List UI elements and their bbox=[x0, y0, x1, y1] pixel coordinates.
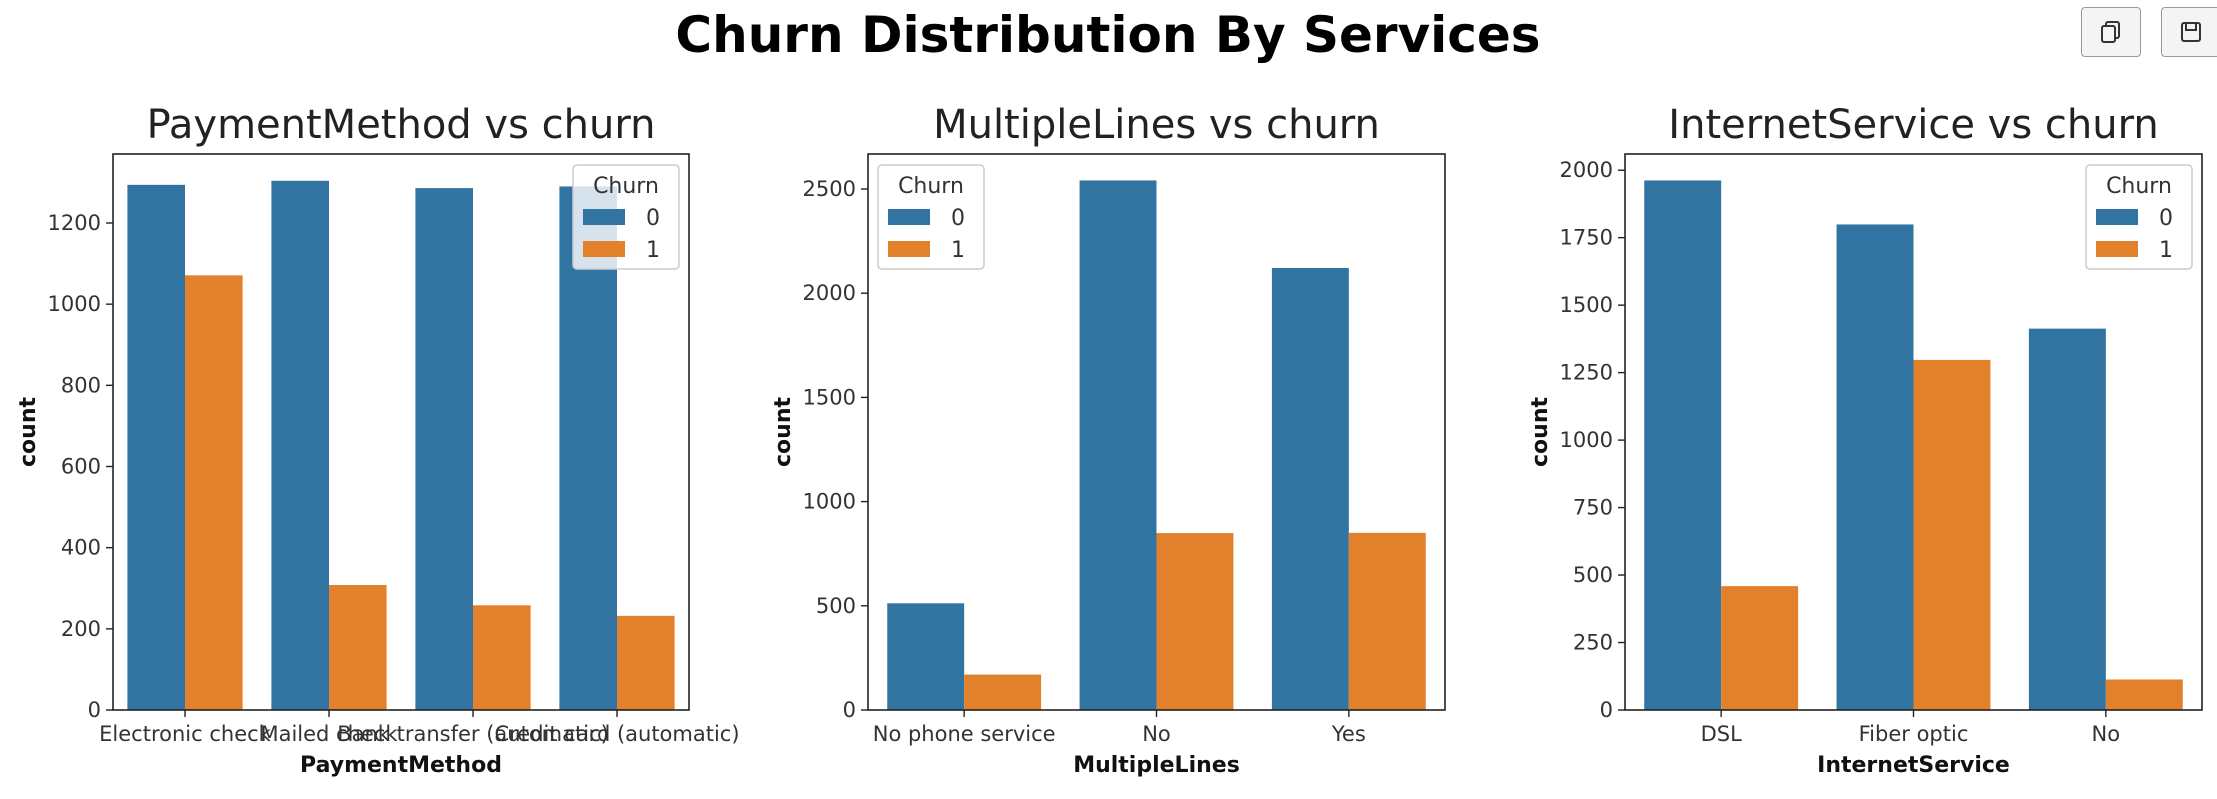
y-tick-label: 1500 bbox=[1560, 293, 1613, 317]
chart-title: MultipleLines vs churn bbox=[933, 102, 1380, 148]
y-tick-label: 2000 bbox=[1560, 158, 1613, 182]
bar-series-0-1 bbox=[887, 603, 965, 710]
y-tick-label: 2000 bbox=[803, 281, 856, 305]
legend-swatch-1 bbox=[888, 241, 930, 257]
axes-frame bbox=[112, 153, 690, 711]
x-axis-label: MultipleLines bbox=[1073, 753, 1240, 778]
bar-series-0-3 bbox=[415, 188, 473, 710]
x-tick-label: Mailed check bbox=[260, 722, 398, 746]
legend-label-1: 1 bbox=[646, 238, 660, 263]
x-tick-label: No phone service bbox=[873, 722, 1056, 746]
bar-series-0-2 bbox=[1079, 180, 1157, 711]
y-tick-label: 1000 bbox=[48, 292, 101, 316]
legend-swatch-0 bbox=[888, 209, 930, 225]
bar-series-0-3 bbox=[1271, 267, 1349, 710]
x-tick-label: Electronic check bbox=[99, 722, 272, 746]
y-tick-label: 600 bbox=[61, 454, 101, 478]
chart-title: PaymentMethod vs churn bbox=[147, 102, 656, 148]
legend-title: Churn bbox=[2106, 174, 2172, 199]
y-tick-label: 800 bbox=[61, 373, 101, 397]
x-tick-label: No bbox=[2092, 722, 2121, 746]
chart-panel-1: PaymentMethod vs churn 0 200 400 600 800 1000 1… bbox=[16, 102, 740, 778]
x-tick-label: Bank transfer (automatic) bbox=[337, 722, 609, 746]
x-tick-label: Credit card (automatic) bbox=[494, 722, 739, 746]
bar-series-1-1 bbox=[1721, 586, 1799, 710]
bar-series-0-1 bbox=[127, 184, 185, 710]
legend-title: Churn bbox=[898, 174, 964, 199]
legend-swatch-1 bbox=[583, 241, 625, 257]
y-axis-label: count bbox=[16, 397, 41, 467]
bar-series-0-4 bbox=[559, 186, 617, 710]
copy-button[interactable] bbox=[2081, 7, 2141, 57]
legend-label-0: 0 bbox=[646, 206, 660, 231]
y-tick-label: 0 bbox=[1600, 698, 1613, 722]
y-tick-label: 1000 bbox=[1560, 428, 1613, 452]
y-tick-label: 0 bbox=[88, 698, 101, 722]
y-tick-label: 750 bbox=[1573, 496, 1613, 520]
bar-series-1-3 bbox=[2105, 679, 2183, 710]
bar-series-1-3 bbox=[1348, 532, 1426, 710]
chart-panel-3: InternetService vs churn0250500750100012… bbox=[1528, 102, 2203, 778]
bar-series-1-2 bbox=[329, 585, 387, 710]
y-tick-label: 1200 bbox=[48, 211, 101, 235]
bar-series-1-2 bbox=[1156, 533, 1234, 710]
y-axis-label: count bbox=[1528, 397, 1553, 467]
bar-series-0-2 bbox=[1836, 224, 1914, 711]
figure-suptitle: Churn Distribution By Services bbox=[675, 6, 1540, 64]
legend-swatch-0 bbox=[583, 209, 625, 225]
bar-series-0-2 bbox=[271, 180, 329, 710]
x-tick-label: Yes bbox=[1331, 722, 1366, 746]
y-tick-label: 1000 bbox=[803, 490, 856, 514]
legend-label-1: 1 bbox=[951, 238, 965, 263]
x-tick-label: Fiber optic bbox=[1859, 722, 1969, 746]
chart-panel-2: MultipleLines vs churn 0 500 1000 1500 2000 25… bbox=[771, 102, 1446, 778]
y-tick-label: 200 bbox=[61, 617, 101, 641]
save-icon bbox=[2181, 22, 2201, 42]
legend-swatch-0 bbox=[2096, 209, 2138, 225]
y-tick-label: 500 bbox=[1573, 563, 1613, 587]
y-tick-label: 250 bbox=[1573, 631, 1613, 655]
legend-swatch-1 bbox=[2096, 241, 2138, 257]
y-tick-label: 1500 bbox=[803, 385, 856, 409]
charts-container: PaymentMethod vs churn020040060080010001… bbox=[16, 102, 2203, 778]
x-axis-label: PaymentMethod bbox=[300, 753, 502, 778]
x-tick-label: DSL bbox=[1701, 722, 1743, 746]
bar-series-1-3 bbox=[473, 605, 531, 710]
legend-label-1: 1 bbox=[2159, 238, 2173, 263]
legend-title: Churn bbox=[593, 174, 659, 199]
legend: Churn 0 1 bbox=[877, 164, 985, 270]
legend: Churn 0 1 bbox=[2085, 164, 2193, 270]
legend-label-0: 0 bbox=[2159, 206, 2173, 231]
copy-icon bbox=[2101, 21, 2120, 43]
bar-series-1-4 bbox=[617, 615, 675, 710]
x-tick-label: No bbox=[1142, 722, 1171, 746]
bar-series-0-1 bbox=[1644, 180, 1722, 710]
y-tick-label: 2500 bbox=[803, 177, 856, 201]
bar-series-1-1 bbox=[964, 674, 1042, 710]
y-tick-label: 400 bbox=[61, 536, 101, 560]
bar-series-1-2 bbox=[1913, 359, 1991, 710]
y-tick-label: 0 bbox=[843, 698, 856, 722]
y-tick-label: 1750 bbox=[1560, 226, 1613, 250]
y-axis-label: count bbox=[771, 397, 796, 467]
x-axis-label: InternetService bbox=[1817, 753, 2010, 778]
chart-title: InternetService vs churn bbox=[1668, 102, 2158, 148]
bar-series-0-3 bbox=[2028, 328, 2106, 710]
save-button[interactable] bbox=[2161, 7, 2217, 57]
legend: Churn 0 1 bbox=[572, 164, 680, 270]
y-tick-label: 1250 bbox=[1560, 361, 1613, 385]
y-tick-label: 500 bbox=[816, 594, 856, 618]
legend-label-0: 0 bbox=[951, 206, 965, 231]
bar-series-1-1 bbox=[185, 275, 243, 710]
